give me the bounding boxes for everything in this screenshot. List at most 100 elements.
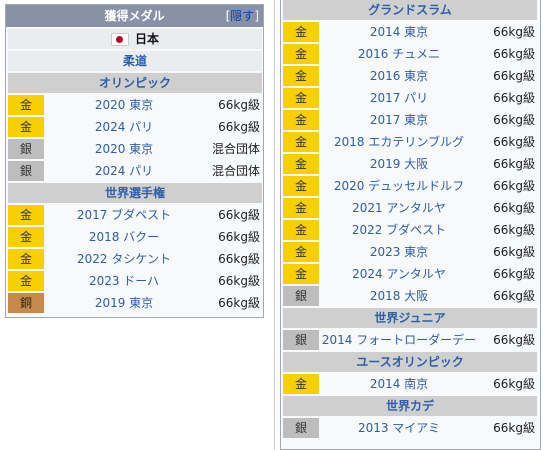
- gold-medal-badge: 金: [283, 176, 319, 196]
- weight-category: 66kg級: [493, 267, 535, 281]
- weight-category: 66kg級: [218, 296, 260, 310]
- event-link[interactable]: 2022 ブダペスト: [351, 223, 447, 237]
- event-link[interactable]: 2018 バクー: [88, 230, 160, 244]
- silver-medal-badge: 銀: [8, 161, 44, 181]
- medal-row: 金 2023 東京 66kg級: [283, 242, 537, 262]
- medal-row: 金 2014 東京 66kg級: [283, 22, 537, 42]
- medal-row: 金 2017 東京 66kg級: [283, 110, 537, 130]
- weight-category: 66kg級: [493, 289, 535, 303]
- silver-medal-badge: 銀: [283, 330, 319, 350]
- weight-category: 66kg級: [493, 113, 535, 127]
- event-link[interactable]: 2024 アンタルヤ: [352, 267, 446, 281]
- event-link[interactable]: 2020 デュッセルドルフ: [333, 179, 465, 193]
- medal-row: 銀 2018 大阪 66kg級: [283, 286, 537, 306]
- gold-medal-badge: 金: [8, 205, 44, 225]
- event-link[interactable]: 2023 東京: [369, 245, 429, 259]
- weight-category: 66kg級: [493, 333, 535, 347]
- weight-category: 混合団体: [211, 142, 260, 156]
- event-link[interactable]: 2022 タシケント: [77, 252, 171, 266]
- section-heading[interactable]: オリンピック: [8, 73, 262, 93]
- column-divider: [274, 0, 275, 450]
- country-name[interactable]: 日本: [134, 32, 159, 46]
- gold-medal-badge: 金: [8, 249, 44, 269]
- weight-category: 66kg級: [493, 135, 535, 149]
- infobox-title-bar: 獲得メダル [隠す]: [6, 5, 263, 27]
- event-link[interactable]: 2023 ドーハ: [88, 274, 160, 288]
- gold-medal-badge: 金: [283, 110, 319, 130]
- section-heading[interactable]: 世界選手権: [8, 183, 262, 203]
- gold-medal-badge: 金: [283, 374, 319, 394]
- bronze-medal-badge: 銅: [8, 293, 44, 313]
- japan-flag-icon: [110, 33, 129, 46]
- medal-row: 金 2017 ブダペスト 66kg級: [8, 205, 262, 225]
- weight-category: 66kg級: [493, 245, 535, 259]
- silver-medal-badge: 銀: [283, 418, 319, 438]
- medal-row: 金 2020 東京 66kg級: [8, 95, 262, 115]
- weight-category: 66kg級: [493, 179, 535, 193]
- event-link[interactable]: 2017 パリ: [369, 91, 429, 105]
- event-link[interactable]: 2013 マイアミ: [357, 421, 441, 435]
- event-link[interactable]: 2018 エカテリンブルグ: [334, 135, 464, 149]
- medal-row: 金 2022 タシケント 66kg級: [8, 249, 262, 269]
- weight-category: 66kg級: [493, 69, 535, 83]
- medal-row: 金 2019 大阪 66kg級: [283, 154, 537, 174]
- section-heading[interactable]: 世界ジュニア: [283, 308, 537, 328]
- event-link[interactable]: 2019 大阪: [369, 157, 429, 171]
- weight-category: 66kg級: [218, 252, 260, 266]
- event-link[interactable]: 2024 パリ: [94, 120, 154, 134]
- medal-row: 金 2018 エカテリンブルグ 66kg級: [283, 132, 537, 152]
- event-link[interactable]: 2020 東京: [94, 142, 154, 156]
- event-link[interactable]: 2024 パリ: [94, 164, 154, 178]
- gold-medal-badge: 金: [283, 22, 319, 42]
- medal-row: 金 2016 チュメニ 66kg級: [283, 44, 537, 64]
- medal-infobox-right: グランドスラム金 2014 東京 66kg級金 2016 チュメニ 66kg級金 2016…: [280, 0, 541, 450]
- weight-category: 66kg級: [218, 274, 260, 288]
- weight-category: 66kg級: [493, 91, 535, 105]
- gold-medal-badge: 金: [283, 242, 319, 262]
- weight-category: 66kg級: [493, 223, 535, 237]
- medal-row: 金 2023 ドーハ 66kg級: [8, 271, 262, 291]
- weight-category: 66kg級: [493, 47, 535, 61]
- gold-medal-badge: 金: [8, 117, 44, 137]
- event-link[interactable]: 2016 チュメニ: [357, 47, 441, 61]
- gold-medal-badge: 金: [283, 132, 319, 152]
- medal-row: 銀 2024 パリ 混合団体: [8, 161, 262, 181]
- event-link[interactable]: 2018 大阪: [369, 289, 429, 303]
- gold-medal-badge: 金: [283, 198, 319, 218]
- event-link[interactable]: 2020 東京: [94, 98, 154, 112]
- medal-row: 金 2024 アンタルヤ 66kg級: [283, 264, 537, 284]
- hide-toggle[interactable]: [隠す]: [225, 9, 259, 23]
- weight-category: 66kg級: [493, 377, 535, 391]
- country-row: 日本: [8, 29, 262, 49]
- gold-medal-badge: 金: [283, 44, 319, 64]
- hide-link[interactable]: 隠す: [230, 9, 255, 23]
- weight-category: 66kg級: [493, 201, 535, 215]
- event-link[interactable]: 2014 東京: [369, 25, 429, 39]
- event-link[interactable]: 2017 東京: [369, 113, 429, 127]
- medal-row: 金 2017 パリ 66kg級: [283, 88, 537, 108]
- section-heading[interactable]: 世界カデ: [283, 396, 537, 416]
- event-link[interactable]: 2014 南京: [369, 377, 429, 391]
- medal-infobox-left: 獲得メダル [隠す] 日本 柔道 オリンピック金 2020 東京 66kg級金 202…: [5, 4, 264, 318]
- event-link[interactable]: 2016 東京: [369, 69, 429, 83]
- medal-row: 金 2016 東京 66kg級: [283, 66, 537, 86]
- gold-medal-badge: 金: [8, 227, 44, 247]
- section-heading[interactable]: ユースオリンピック: [283, 352, 537, 372]
- medal-row: 金 2024 パリ 66kg級: [8, 117, 262, 137]
- event-link[interactable]: 2021 アンタルヤ: [352, 201, 446, 215]
- gold-medal-badge: 金: [283, 264, 319, 284]
- gold-medal-badge: 金: [283, 154, 319, 174]
- weight-category: 混合団体: [211, 164, 260, 178]
- sport-name[interactable]: 柔道: [122, 54, 147, 68]
- medal-row: 銀 2013 マイアミ 66kg級: [283, 418, 537, 438]
- silver-medal-badge: 銀: [8, 139, 44, 159]
- medal-row: 銀 2020 東京 混合団体: [8, 139, 262, 159]
- gold-medal-badge: 金: [283, 66, 319, 86]
- medal-row: 金 2020 デュッセルドルフ 66kg級: [283, 176, 537, 196]
- sport-row: 柔道: [8, 51, 262, 71]
- event-link[interactable]: 2017 ブダペスト: [76, 208, 172, 222]
- event-link[interactable]: 2019 東京: [94, 296, 154, 310]
- gold-medal-badge: 金: [8, 271, 44, 291]
- section-heading[interactable]: グランドスラム: [283, 0, 537, 20]
- weight-category: 66kg級: [218, 208, 260, 222]
